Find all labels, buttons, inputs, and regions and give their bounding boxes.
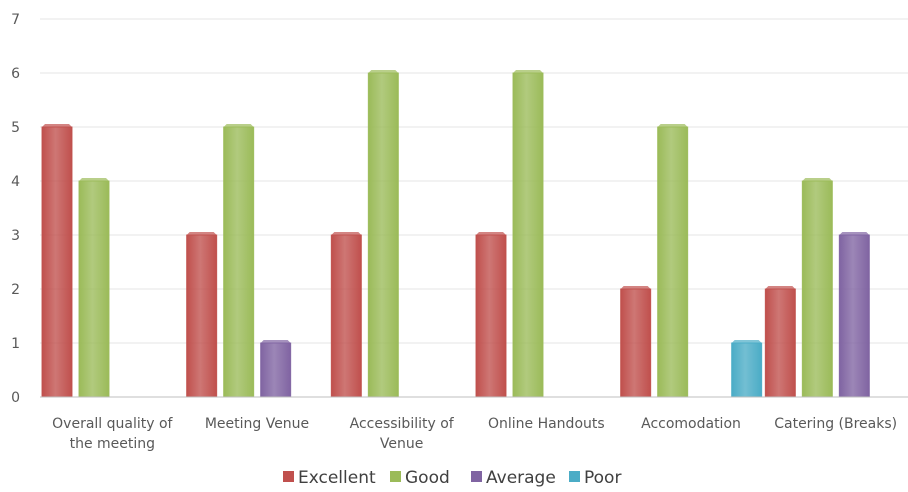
x-category-label: Accessibility of Venue [350, 416, 455, 452]
bar-average [838, 232, 870, 398]
legend-label: Good [405, 468, 450, 488]
legend-swatch [471, 471, 482, 482]
bar-excellent [330, 232, 362, 398]
x-category-label: Online Handouts [488, 416, 605, 432]
bar-good [223, 124, 255, 398]
bar-excellent [41, 124, 73, 398]
legend-label: Excellent [298, 468, 376, 488]
y-tick-label: 3 [11, 228, 20, 244]
x-category-label: Catering (Breaks) [774, 416, 897, 432]
x-category-label: Meeting Venue [205, 416, 309, 432]
x-category-label: Overall quality of the meeting [52, 416, 173, 452]
gridlines [40, 18, 908, 344]
bar-good [801, 178, 833, 398]
bar-good [512, 70, 544, 398]
legend: Excellent Good Average Poor [283, 468, 621, 488]
bar-excellent [186, 232, 218, 398]
legend-item-average: Average [471, 468, 556, 488]
y-tick-label: 4 [11, 174, 20, 190]
y-tick-label: 2 [11, 282, 20, 298]
legend-item-poor: Poor [569, 468, 621, 488]
y-tick-label: 0 [11, 390, 20, 406]
x-axis-category-labels: Overall quality of the meeting Meeting Ven… [52, 416, 897, 452]
bar-excellent [475, 232, 507, 398]
bar-average [260, 340, 292, 398]
y-tick-label: 5 [11, 120, 20, 136]
legend-swatch [569, 471, 580, 482]
bar-good [367, 70, 399, 398]
legend-swatch [283, 471, 294, 482]
legend-label: Average [486, 468, 556, 488]
bar-excellent [764, 286, 796, 398]
bar-excellent [620, 286, 652, 398]
legend-item-good: Good [390, 468, 450, 488]
legend-item-excellent: Excellent [283, 468, 376, 488]
y-axis-ticks: 0 1 2 3 4 5 6 7 [11, 12, 20, 406]
x-category-label: Accomodation [641, 416, 741, 432]
y-tick-label: 6 [11, 66, 20, 82]
y-tick-label: 7 [11, 12, 20, 28]
bar-good [78, 178, 110, 398]
legend-swatch [390, 471, 401, 482]
legend-label: Poor [584, 468, 621, 488]
bars [41, 70, 870, 398]
bar-poor [731, 340, 763, 398]
bar-good [657, 124, 689, 398]
y-tick-label: 1 [11, 336, 20, 352]
